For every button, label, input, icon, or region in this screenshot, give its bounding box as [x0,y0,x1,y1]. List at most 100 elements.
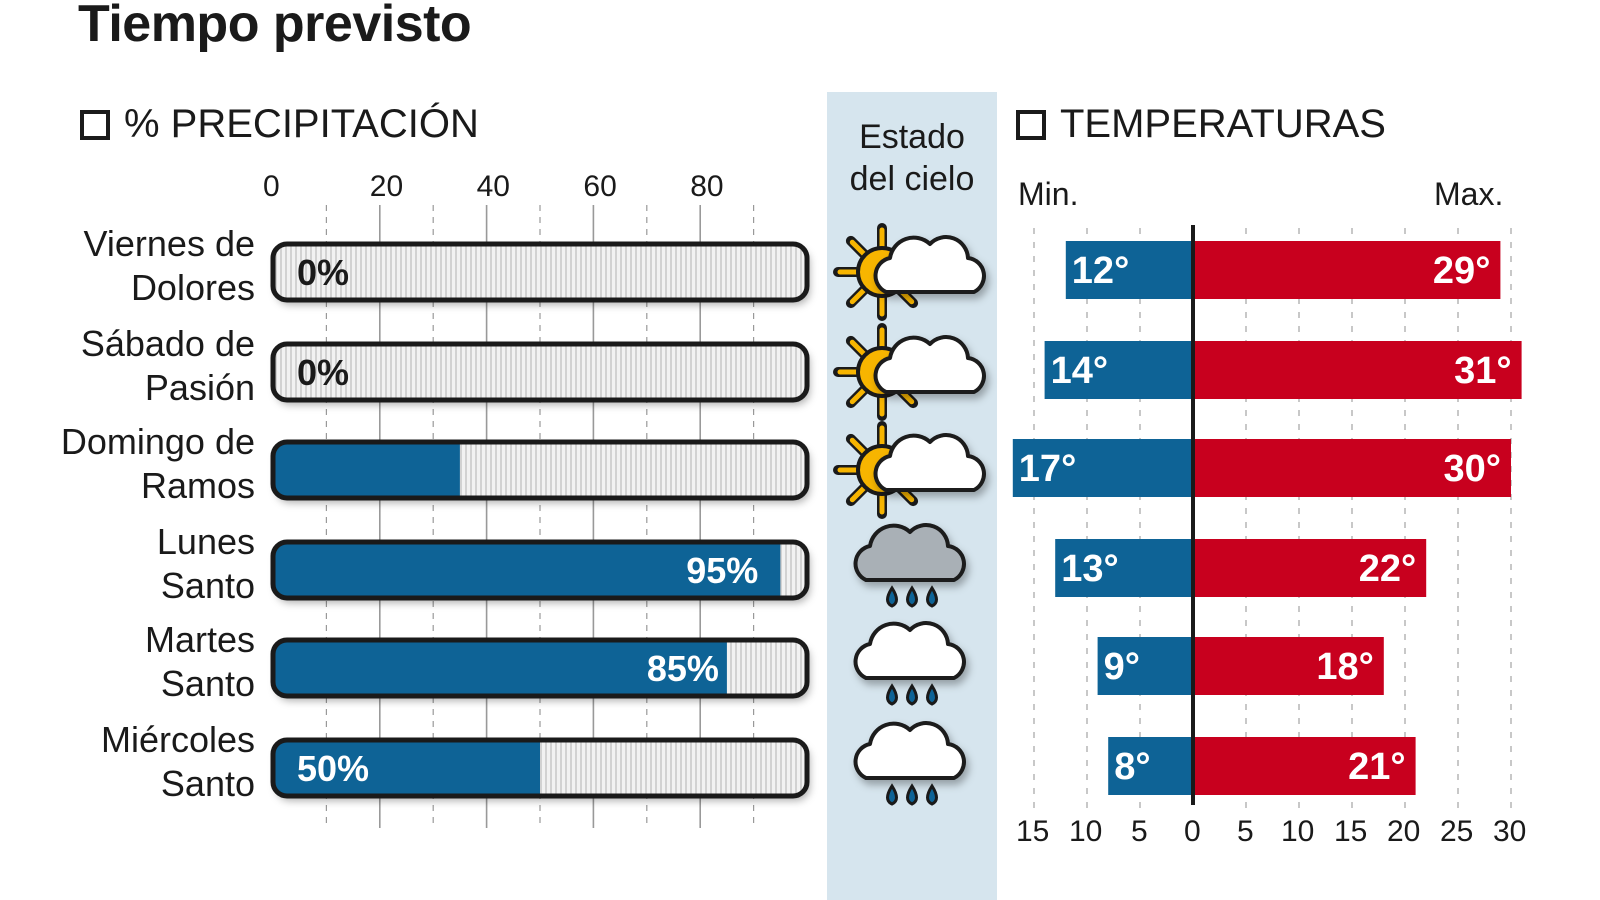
temp-min-bar [1044,341,1193,399]
temp-tick-label: 10 [1069,815,1103,848]
temp-tick-label: 25 [1440,815,1474,848]
day-label-line: Domingo de [60,421,255,462]
temp-tick-label: 5 [1237,815,1254,848]
temp-min-bar [1097,637,1193,695]
day-label-line: Santo [160,565,255,606]
precip-value-label: 50% [297,748,369,789]
day-label-line: Dolores [130,267,255,308]
precip-bar-border [270,439,810,501]
precip-tick-label: 0 [263,170,280,203]
day-label: Lunes Santo [157,520,255,608]
temp-tick-label: 5 [1131,815,1148,848]
temp-max-label: 21° [1348,746,1405,788]
precip-bar-group: 0% [270,341,810,403]
sun-cloud-icon [833,323,986,421]
temp-min-bar [1108,737,1193,795]
precip-tick-label: 80 [690,170,724,203]
precip-value-label: 0% [297,252,349,293]
day-label-line: Viernes de [83,223,255,264]
temp-max-bar [1193,341,1522,399]
temp-max-bar [1193,737,1416,795]
precip-section-header: % PRECIPITACIÓN [80,102,479,147]
precip-bar-group: 50% [270,737,810,799]
temp-min-label: 13° [1061,548,1118,590]
precip-bar-fill [273,640,727,696]
temp-min-label: 8° [1114,746,1150,788]
precip-bar-fill [273,542,781,598]
temp-min-label: 14° [1051,350,1108,392]
cloud-shape [873,235,986,294]
day-label-line: Miércoles [100,719,255,760]
day-label: Sábado de Pasión [81,322,255,410]
sun-cloud-icon [833,223,986,321]
temp-tick-label: 20 [1387,815,1421,848]
temp-max-bar [1193,539,1427,597]
day-label: Martes Santo [145,618,255,706]
rain-drop [886,683,898,706]
temp-min-bar [1055,539,1193,597]
temp-tick-label: 30 [1493,815,1527,848]
checkbox-icon [80,109,110,140]
rain-drop [906,783,918,806]
day-label-line: Ramos [140,465,255,506]
precip-tick-label: 20 [369,170,404,203]
precip-section-title: % PRECIPITACIÓN [124,102,479,146]
rain-drop [926,783,938,806]
temp-max-bar [1193,241,1501,299]
rain-drop [926,585,938,608]
rain-drop [906,585,918,608]
precip-bar-border [270,539,810,601]
rain-cloud-icon [853,721,966,806]
day-label-line: Pasión [144,367,255,408]
precip-bar-group: 0% [270,241,810,303]
cloud-shape [873,433,986,492]
precip-bar-border [270,737,810,799]
precip-bar-group: 95% [270,539,810,601]
cloud-shape [853,721,966,780]
precip-value-label: 85% [647,648,719,689]
rain-drop [886,783,898,806]
day-label-line: Sábado de [80,323,255,364]
temp-min-bar [1065,241,1193,299]
precip-value-label: 0% [297,352,349,393]
precip-tick-label: 40 [476,170,510,203]
sky-header-line1: Estado [859,118,965,156]
temp-max-label: 29° [1433,250,1490,292]
rain-drop [926,683,938,706]
day-label-line: Lunes [156,521,255,562]
rain-drop [886,585,898,608]
sun-cloud-icon [833,421,986,519]
precip-value-label: 95% [686,550,758,591]
min-label: Min. [1018,176,1079,212]
sky-header-line2: del cielo [849,160,975,198]
temp-tick-label: 15 [1334,815,1368,848]
precip-bar-group: 35% [270,439,810,501]
temp-tick-label: 10 [1281,815,1315,848]
temp-max-bar [1193,637,1384,695]
max-label: Max. [1434,176,1504,212]
precip-bar-group: 85% [270,637,810,699]
cloud-shape [873,335,986,394]
precip-bar-track [273,344,807,400]
temp-min-bar [1012,439,1193,497]
temp-min-label: 9° [1104,646,1140,688]
day-label: Viernes de Dolores [84,222,255,310]
temp-min-label: 17° [1019,448,1076,490]
checkbox-icon [1016,109,1046,140]
temp-tick-label: 0 [1184,815,1201,848]
precip-tick-label: 60 [583,170,617,203]
temp-max-bar [1193,439,1511,497]
temp-section-title: TEMPERATURAS [1060,102,1386,146]
temp-max-label: 22° [1359,548,1416,590]
temp-max-label: 31° [1454,350,1511,392]
precip-bar-fill [273,442,460,498]
day-label: Domingo de Ramos [61,420,255,508]
precip-bar-border [270,341,810,403]
day-label-line: Martes [144,619,255,660]
day-label-line: Santo [160,663,255,704]
day-label-line: Santo [160,763,255,804]
precip-bar-border [270,637,810,699]
temp-min-label: 12° [1072,250,1129,292]
sky-header: Estado del cielo [827,116,997,200]
